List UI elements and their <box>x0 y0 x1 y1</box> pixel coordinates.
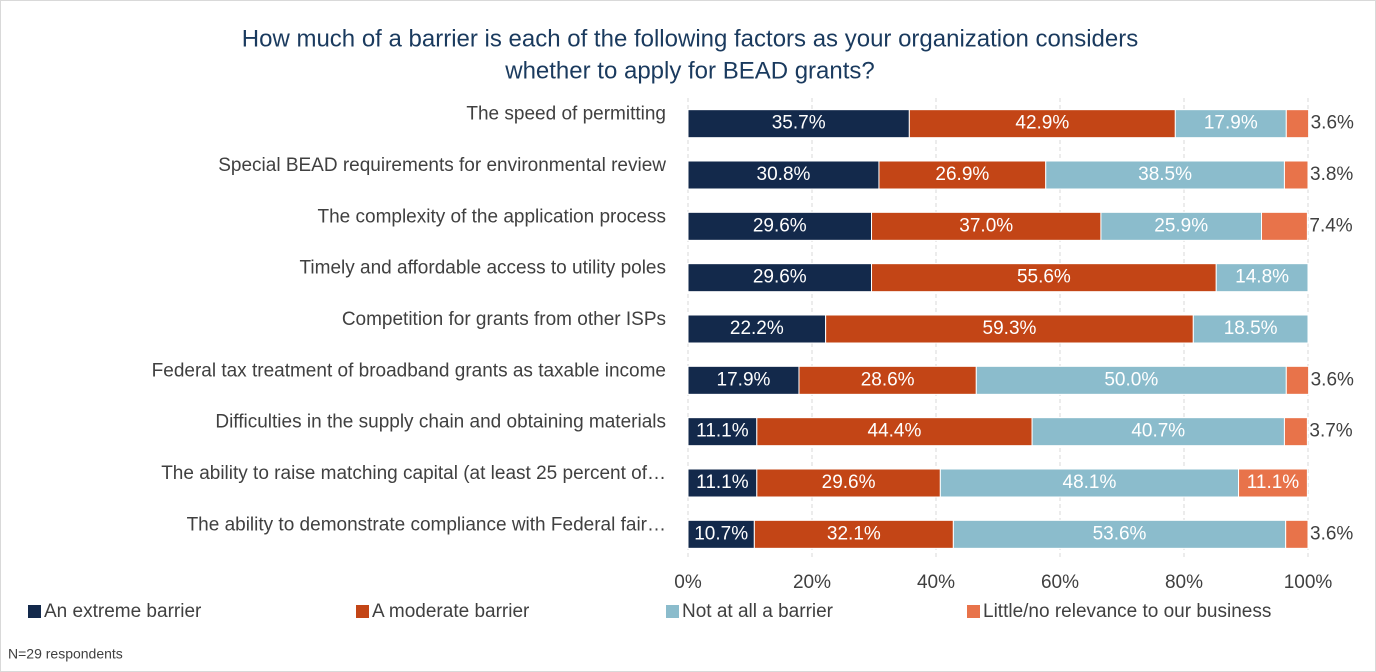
bar-segment <box>1283 160 1309 190</box>
y-tick-label: The speed of permitting <box>466 104 666 125</box>
chart-title: How much of a barrier is each of the fol… <box>242 25 1138 52</box>
data-label: 53.6% <box>1093 523 1147 544</box>
data-label: 29.6% <box>753 215 807 236</box>
data-label: 3.6% <box>1311 113 1354 134</box>
bar-segment <box>798 365 977 395</box>
bar-segment <box>687 160 880 190</box>
y-tick-label: Difficulties in the supply chain and obt… <box>215 412 666 433</box>
legend-swatch <box>356 605 369 618</box>
x-tick-label: 80% <box>1165 572 1203 593</box>
y-tick-label: Timely and affordable access to utility … <box>300 258 666 279</box>
data-label: 10.7% <box>694 523 748 544</box>
data-label: 35.7% <box>772 113 826 134</box>
data-label: 3.6% <box>1311 369 1354 390</box>
legend-label: Little/no relevance to our business <box>983 601 1271 622</box>
data-label: 3.6% <box>1310 523 1353 544</box>
data-label: 44.4% <box>868 421 922 442</box>
bar-segment <box>756 468 941 498</box>
bar-segment <box>871 211 1102 241</box>
data-label: 42.9% <box>1015 113 1069 134</box>
data-label: 29.6% <box>822 472 876 493</box>
data-label: 17.9% <box>1204 113 1258 134</box>
y-tick-label: The ability to demonstrate compliance wi… <box>187 514 666 535</box>
x-tick-label: 20% <box>793 572 831 593</box>
data-label: 7.4% <box>1309 215 1352 236</box>
data-label: 26.9% <box>935 164 989 185</box>
data-label: 38.5% <box>1138 164 1192 185</box>
chart-title: whether to apply for BEAD grants? <box>504 57 875 84</box>
data-label: 37.0% <box>959 215 1013 236</box>
x-tick-label: 0% <box>674 572 702 593</box>
bar-segment <box>878 160 1047 190</box>
legend-swatch <box>666 605 679 618</box>
y-tick-label: Special BEAD requirements for environmen… <box>218 155 666 176</box>
bar-segment <box>1045 160 1285 190</box>
note: N=29 respondents <box>8 646 123 662</box>
bar-segment <box>753 519 954 549</box>
data-label: 30.8% <box>757 164 811 185</box>
data-label: 25.9% <box>1154 215 1208 236</box>
bar-segment <box>1215 263 1309 293</box>
x-tick-label: 40% <box>917 572 955 593</box>
x-tick-label: 60% <box>1041 572 1079 593</box>
bar-segment <box>1174 109 1287 139</box>
bar-segment <box>687 211 873 241</box>
data-label: 32.1% <box>827 523 881 544</box>
data-label: 11.1% <box>1247 472 1300 493</box>
data-label: 3.8% <box>1310 164 1353 185</box>
legend-label: Not at all a barrier <box>682 601 834 622</box>
bar-segment <box>952 519 1287 549</box>
data-label: 55.6% <box>1017 267 1071 288</box>
data-label: 11.1% <box>696 472 749 493</box>
data-label: 14.8% <box>1235 267 1289 288</box>
legend-swatch <box>28 605 41 618</box>
legend-swatch <box>967 605 980 618</box>
bar-segment <box>1261 211 1308 241</box>
data-label: 50.0% <box>1104 369 1158 390</box>
y-tick-label: The complexity of the application proces… <box>317 206 666 227</box>
bar-segment <box>871 263 1217 293</box>
y-tick-label: The ability to raise matching capital (a… <box>161 463 666 484</box>
bar-segment <box>756 417 1033 447</box>
bar-segment <box>687 519 755 549</box>
data-label: 11.1% <box>696 421 749 442</box>
bar-segment <box>1285 365 1310 395</box>
bar-segment <box>687 365 800 395</box>
data-label: 40.7% <box>1131 421 1185 442</box>
legend-label: An extreme barrier <box>44 601 202 622</box>
bar-segment <box>1285 109 1310 139</box>
data-label: 48.1% <box>1063 472 1117 493</box>
bar-segment <box>1238 468 1308 498</box>
bar-segment <box>1192 314 1309 344</box>
data-label: 17.9% <box>717 369 771 390</box>
data-label: 28.6% <box>861 369 915 390</box>
bar-segment <box>687 468 758 498</box>
data-label: 3.7% <box>1309 421 1352 442</box>
y-tick-label: Federal tax treatment of broadband grant… <box>152 360 666 381</box>
data-label: 59.3% <box>983 318 1037 339</box>
x-tick-label: 100% <box>1284 572 1333 593</box>
data-label: 22.2% <box>730 318 784 339</box>
data-label: 18.5% <box>1224 318 1278 339</box>
bar-segment <box>687 263 873 293</box>
y-tick-label: Competition for grants from other ISPs <box>342 309 666 330</box>
bar-segment <box>1100 211 1263 241</box>
legend-label: A moderate barrier <box>372 601 530 622</box>
data-label: 29.6% <box>753 267 807 288</box>
bar-segment <box>687 314 827 344</box>
bar-segment <box>1283 417 1308 447</box>
bar-segment <box>1285 519 1309 549</box>
